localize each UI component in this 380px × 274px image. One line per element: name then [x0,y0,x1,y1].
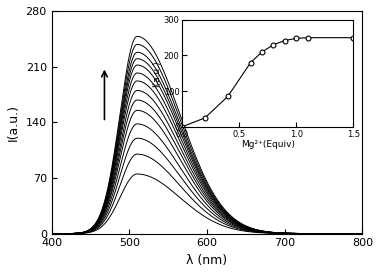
Y-axis label: I(a.u.): I(a.u.) [7,104,20,141]
X-axis label: Mg²⁺(Equiv): Mg²⁺(Equiv) [241,140,294,149]
X-axis label: λ (nm): λ (nm) [187,254,228,267]
Y-axis label: I(a.u.): I(a.u.) [152,60,161,87]
